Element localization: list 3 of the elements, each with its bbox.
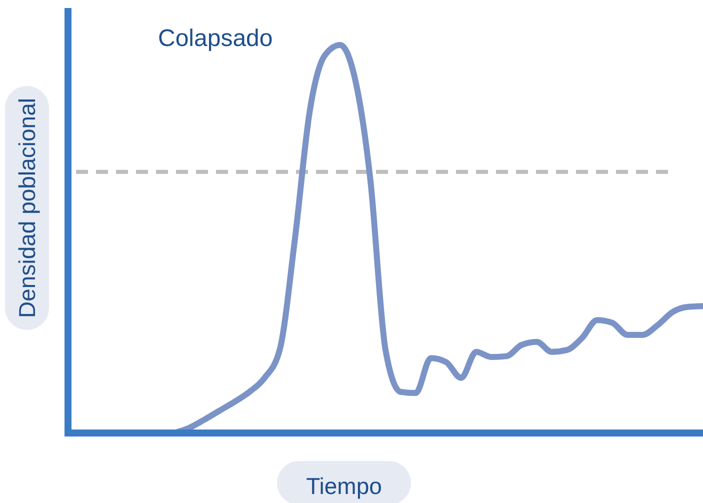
x-axis-title: Tiempo: [306, 473, 382, 499]
annotation: Colapsado: [158, 25, 273, 52]
y-axis-title: Densidad poblacional: [14, 98, 40, 318]
